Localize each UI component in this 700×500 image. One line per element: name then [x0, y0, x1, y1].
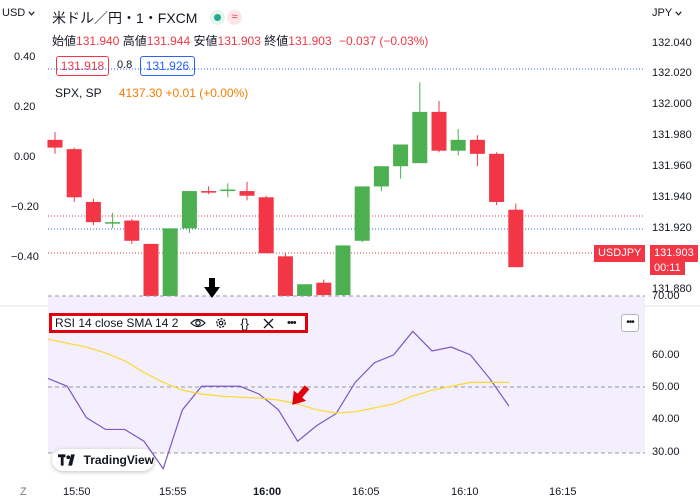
right-axis-label: 131.880 — [652, 283, 692, 295]
tradingview-logo[interactable]: TradingView — [52, 449, 154, 471]
candle-body — [162, 228, 178, 306]
quote-currency-selector[interactable]: JPY — [652, 7, 683, 19]
change-value: −0.037 (−0.03%) — [339, 34, 429, 48]
candle-body — [393, 144, 409, 167]
close-icon[interactable] — [258, 316, 277, 330]
high-label: 高値 — [122, 34, 147, 48]
quote-currency-label: JPY — [652, 7, 673, 19]
left-axis-label: 0.40 — [14, 51, 36, 63]
low-value: 131.903 — [217, 34, 261, 48]
candle-body — [47, 139, 63, 148]
candle-body — [277, 256, 293, 303]
high-value: 131.944 — [146, 34, 191, 48]
candle-body — [85, 201, 101, 223]
right-axis-label: 131.980 — [652, 129, 692, 141]
candle-body — [508, 209, 524, 268]
candle-body — [258, 197, 274, 254]
gear-icon[interactable] — [212, 316, 231, 330]
market-open-status-icon — [210, 10, 225, 25]
compare-symbol-value: 4137.30 +0.01 (+0.00%) — [118, 86, 249, 100]
compare-symbol-name: SPX, SP — [55, 86, 102, 100]
candle-body — [143, 243, 159, 306]
symbol-title[interactable]: 米ドル／円・1・FXCM — [52, 10, 198, 26]
candle-body — [105, 222, 121, 224]
black-pointer-arrow — [204, 278, 220, 298]
candle-body — [181, 191, 197, 229]
candle-body — [354, 186, 370, 241]
chevron-down-icon — [675, 10, 682, 16]
red-pointer-arrow — [292, 385, 310, 405]
source-code-icon[interactable]: {} — [240, 315, 250, 331]
right-axis-label: 132.000 — [652, 98, 692, 110]
price-badge-symbol: USDJPY — [594, 245, 646, 262]
candle-body — [489, 153, 505, 202]
rsi-sma-line — [47, 338, 509, 414]
time-axis-label: 16:05 — [352, 486, 380, 498]
left-axis-label: −0.20 — [11, 201, 39, 213]
candle-group — [47, 82, 524, 306]
right-axis-label: 132.040 — [652, 37, 692, 49]
candle-body — [469, 139, 485, 154]
eye-icon[interactable] — [188, 316, 207, 330]
rsi-line — [47, 330, 510, 471]
right-axis-label: 131.920 — [652, 222, 692, 234]
top-bar: USD 米ドル／円・1・FXCM ≈ JPY — [0, 0, 700, 30]
open-value: 131.940 — [76, 34, 120, 48]
rsi-axis-label: 50.00 — [652, 381, 680, 393]
tradingview-logo-icon — [58, 454, 75, 466]
right-axis-label: 132.020 — [652, 67, 692, 79]
candle-body — [201, 191, 217, 193]
time-axis-label: 16:15 — [549, 486, 577, 498]
price-badge-countdown: 00:11 — [650, 261, 685, 275]
open-label: 始値 — [52, 34, 77, 48]
close-label: 終値 — [264, 34, 289, 48]
spread-value: 0.8 — [117, 59, 133, 71]
candle-body — [373, 166, 389, 187]
more-options-icon[interactable]: ••• — [287, 317, 297, 329]
rsi-legend[interactable]: RSI 14 close SMA 14 2 {} ••• — [49, 313, 308, 333]
rsi-axis-label: 40.00 — [652, 413, 680, 425]
time-axis-label: 15:55 — [159, 486, 187, 498]
candle-body — [450, 139, 466, 151]
currency-selector[interactable]: USD — [2, 7, 36, 19]
rsi-line-group — [47, 330, 510, 471]
brand-label: TradingView — [83, 453, 154, 467]
rsi-axis-label: 60.00 — [652, 349, 680, 361]
candle-body — [124, 220, 140, 241]
left-axis-label: 0.20 — [14, 101, 36, 113]
candle-body — [239, 191, 255, 196]
candle-body — [66, 149, 82, 198]
candle-body — [412, 111, 428, 164]
candle-body — [316, 282, 332, 296]
compare-symbol: SPX, SP 4137.30 +0.01 (+0.00%) — [55, 86, 248, 100]
candle-body — [220, 189, 236, 192]
ohlc-values: 始値131.940 高値131.944 安値131.903 終値131.903 … — [52, 32, 428, 49]
timezone-button[interactable]: Z — [20, 486, 27, 498]
time-axis-label: 16:10 — [451, 486, 479, 498]
right-axis-label: 131.940 — [652, 191, 692, 203]
rsi-legend-text: RSI 14 close SMA 14 2 — [55, 316, 179, 330]
time-axis-label: 15:50 — [63, 486, 91, 498]
pane-menu-button[interactable]: ••• — [621, 314, 639, 332]
chevron-down-icon — [28, 10, 35, 16]
rsi-axis-label: 30.00 — [652, 446, 680, 458]
left-axis-label: −0.40 — [11, 251, 39, 263]
currency-label: USD — [2, 7, 26, 19]
time-axis-label: 16:00 — [253, 486, 282, 498]
candle-body — [431, 111, 447, 151]
right-axis-label: 131.960 — [652, 160, 692, 172]
data-wave-icon: ≈ — [227, 10, 242, 25]
low-label: 安値 — [193, 34, 218, 48]
rsi-axis-label: 70.00 — [652, 290, 680, 302]
left-axis-label: 0.00 — [14, 151, 36, 163]
close-value: 131.903 — [288, 34, 332, 48]
candle-body — [335, 245, 351, 296]
price-badge-price: 131.903 — [650, 245, 698, 262]
